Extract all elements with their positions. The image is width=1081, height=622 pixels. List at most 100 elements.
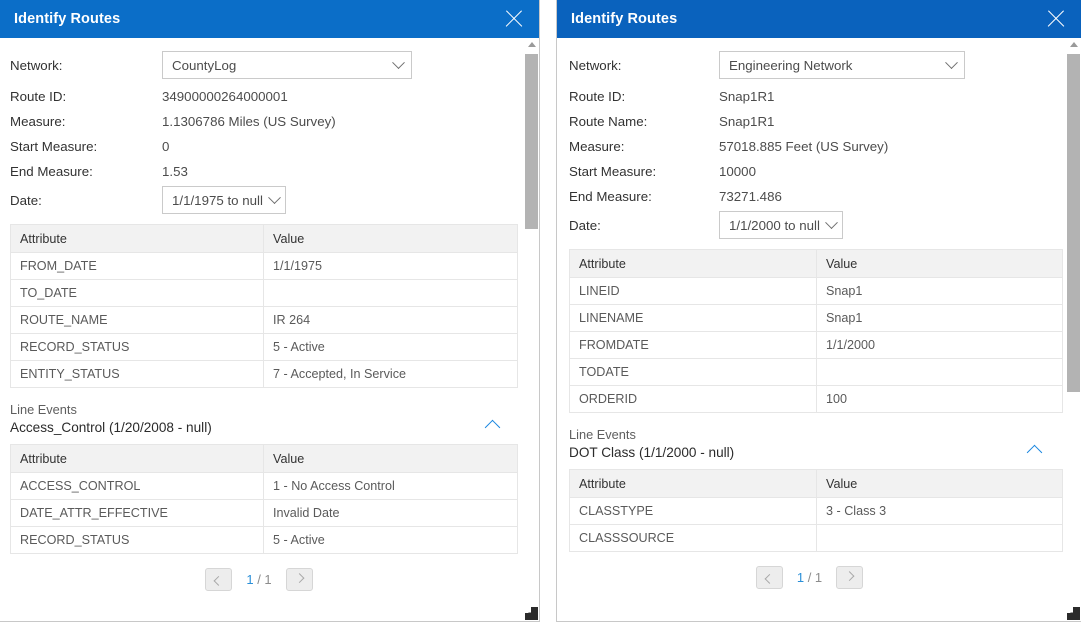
cell-value: Snap1 <box>816 304 1063 332</box>
table-row[interactable]: CLASSTYPE 3 - Class 3 <box>569 497 1063 525</box>
cell-attribute: ROUTE_NAME <box>10 306 264 334</box>
page-separator-left: / <box>253 572 265 587</box>
chevron-down-icon <box>825 215 838 229</box>
table-row[interactable]: DATE_ATTR_EFFECTIVE Invalid Date <box>10 499 518 527</box>
pagination-right: 1 / 1 <box>569 566 1050 589</box>
table-row[interactable]: TO_DATE <box>10 279 518 307</box>
cell-attribute: LINENAME <box>569 304 817 332</box>
column-header-attribute: Attribute <box>10 224 264 253</box>
chevron-left-icon[interactable] <box>205 568 233 591</box>
route-id-label-left: Route ID: <box>10 89 67 104</box>
table-row[interactable]: RECORD_STATUS 5 - Active <box>10 333 518 361</box>
dialog-titlebar-right[interactable]: Identify Routes <box>557 0 1081 38</box>
cell-value: 1 - No Access Control <box>263 472 518 500</box>
end-measure-value-right: 73271.486 <box>719 189 782 204</box>
table-row[interactable]: LINEID Snap1 <box>569 277 1063 305</box>
table-row[interactable]: ENTITY_STATUS 7 - Accepted, In Service <box>10 360 518 388</box>
scrollbar-thumb-left[interactable] <box>525 54 538 229</box>
scroll-up-icon[interactable] <box>1065 38 1081 51</box>
table-header-row: Attribute Value <box>569 249 1063 278</box>
table-row[interactable]: FROM_DATE 1/1/1975 <box>10 252 518 280</box>
dialog-titlebar-left[interactable]: Identify Routes <box>0 0 539 38</box>
table-row[interactable]: ACCESS_CONTROL 1 - No Access Control <box>10 472 518 500</box>
route-attributes-table-right: Attribute Value LINEID Snap1 LINENAME Sn… <box>569 249 1063 413</box>
date-select-left[interactable]: 1/1/1975 to null <box>162 186 286 214</box>
cell-attribute: CLASSTYPE <box>569 497 817 525</box>
date-label-right: Date: <box>569 217 601 233</box>
table-row[interactable]: LINENAME Snap1 <box>569 304 1063 332</box>
route-id-label-right: Route ID: <box>569 89 626 104</box>
end-measure-value-left: 1.53 <box>162 164 188 179</box>
chevron-up-icon[interactable] <box>1026 444 1043 461</box>
cell-attribute: ENTITY_STATUS <box>10 360 264 388</box>
identify-routes-dialog-right: Identify Routes Network: Engineering Net… <box>556 0 1081 622</box>
cell-value: 100 <box>816 385 1063 413</box>
field-row-date-right: Date: 1/1/2000 to null <box>569 210 1050 240</box>
field-row-measure-right: Measure: 57018.885 Feet (US Survey) <box>569 135 1050 158</box>
field-row-date-left: Date: 1/1/1975 to null <box>10 185 508 215</box>
scroll-up-icon[interactable] <box>523 38 539 51</box>
chevron-down-icon <box>945 55 958 69</box>
field-row-measure-left: Measure: 1.1306786 Miles (US Survey) <box>10 110 508 133</box>
cell-attribute: FROMDATE <box>569 331 817 359</box>
cell-value: 5 - Active <box>263 526 518 554</box>
dialog-title-left: Identify Routes <box>14 11 121 27</box>
page-indicator-right: 1 / 1 <box>797 570 822 585</box>
measure-label-right: Measure: <box>569 139 625 154</box>
table-row[interactable]: TODATE <box>569 358 1063 386</box>
field-row-route-id-left: Route ID: 34900000264000001 <box>10 85 508 108</box>
page-total-left: 1 <box>264 572 272 587</box>
cell-value <box>816 358 1063 386</box>
cell-attribute: ACCESS_CONTROL <box>10 472 264 500</box>
line-event-header-left[interactable]: Access_Control (1/20/2008 - null) <box>10 419 508 436</box>
chevron-right-icon[interactable] <box>836 566 864 589</box>
table-row[interactable]: RECORD_STATUS 5 - Active <box>10 526 518 554</box>
date-select-value-right: 1/1/2000 to null <box>729 217 820 233</box>
network-select-value-left: CountyLog <box>172 57 237 73</box>
chevron-up-icon[interactable] <box>484 419 501 436</box>
line-event-attributes-table-right: Attribute Value CLASSTYPE 3 - Class 3 CL… <box>569 469 1063 552</box>
vertical-scrollbar-left[interactable] <box>522 38 539 621</box>
cell-attribute: FROM_DATE <box>10 252 264 280</box>
table-row[interactable]: CLASSSOURCE <box>569 524 1063 552</box>
chevron-left-icon[interactable] <box>755 566 783 589</box>
resize-grip-left[interactable] <box>524 606 538 620</box>
identify-routes-dialog-left: Identify Routes Network: CountyLog Route… <box>0 0 540 622</box>
column-header-attribute: Attribute <box>569 469 817 498</box>
scrollbar-thumb-right[interactable] <box>1067 54 1080 392</box>
field-row-network-left: Network: CountyLog <box>10 50 508 80</box>
measure-value-left: 1.1306786 Miles (US Survey) <box>162 114 336 129</box>
page-current-left: 1 <box>246 572 254 587</box>
route-id-value-right: Snap1R1 <box>719 89 775 104</box>
close-icon[interactable] <box>501 6 527 32</box>
network-select-left[interactable]: CountyLog <box>162 51 412 79</box>
field-row-start-measure-right: Start Measure: 10000 <box>569 160 1050 183</box>
date-select-right[interactable]: 1/1/2000 to null <box>719 211 843 239</box>
measure-label-left: Measure: <box>10 114 66 129</box>
route-name-label-right: Route Name: <box>569 114 648 129</box>
line-event-title-right: DOT Class (1/1/2000 - null) <box>569 445 735 460</box>
field-row-route-name-right: Route Name: Snap1R1 <box>569 110 1050 133</box>
network-select-right[interactable]: Engineering Network <box>719 51 965 79</box>
chevron-right-icon[interactable] <box>285 568 313 591</box>
vertical-scrollbar-right[interactable] <box>1064 38 1081 621</box>
table-header-row: Attribute Value <box>10 444 518 473</box>
network-label-right: Network: <box>569 57 622 73</box>
field-row-network-right: Network: Engineering Network <box>569 50 1050 80</box>
start-measure-label-left: Start Measure: <box>10 139 98 154</box>
column-header-value: Value <box>263 224 518 253</box>
table-header-row: Attribute Value <box>10 224 518 253</box>
dialog-content-right: Network: Engineering Network Route ID: S… <box>557 38 1064 621</box>
cell-value: 1/1/2000 <box>816 331 1063 359</box>
cell-value: Invalid Date <box>263 499 518 527</box>
page-current-right: 1 <box>796 570 805 585</box>
table-row[interactable]: ORDERID 100 <box>569 385 1063 413</box>
line-event-header-right[interactable]: DOT Class (1/1/2000 - null) <box>569 444 1050 461</box>
page-separator-right: / <box>804 570 815 585</box>
start-measure-label-right: Start Measure: <box>569 164 657 179</box>
table-row[interactable]: FROMDATE 1/1/2000 <box>569 331 1063 359</box>
resize-grip-right[interactable] <box>1066 606 1080 620</box>
table-row[interactable]: ROUTE_NAME IR 264 <box>10 306 518 334</box>
close-icon[interactable] <box>1043 6 1069 32</box>
